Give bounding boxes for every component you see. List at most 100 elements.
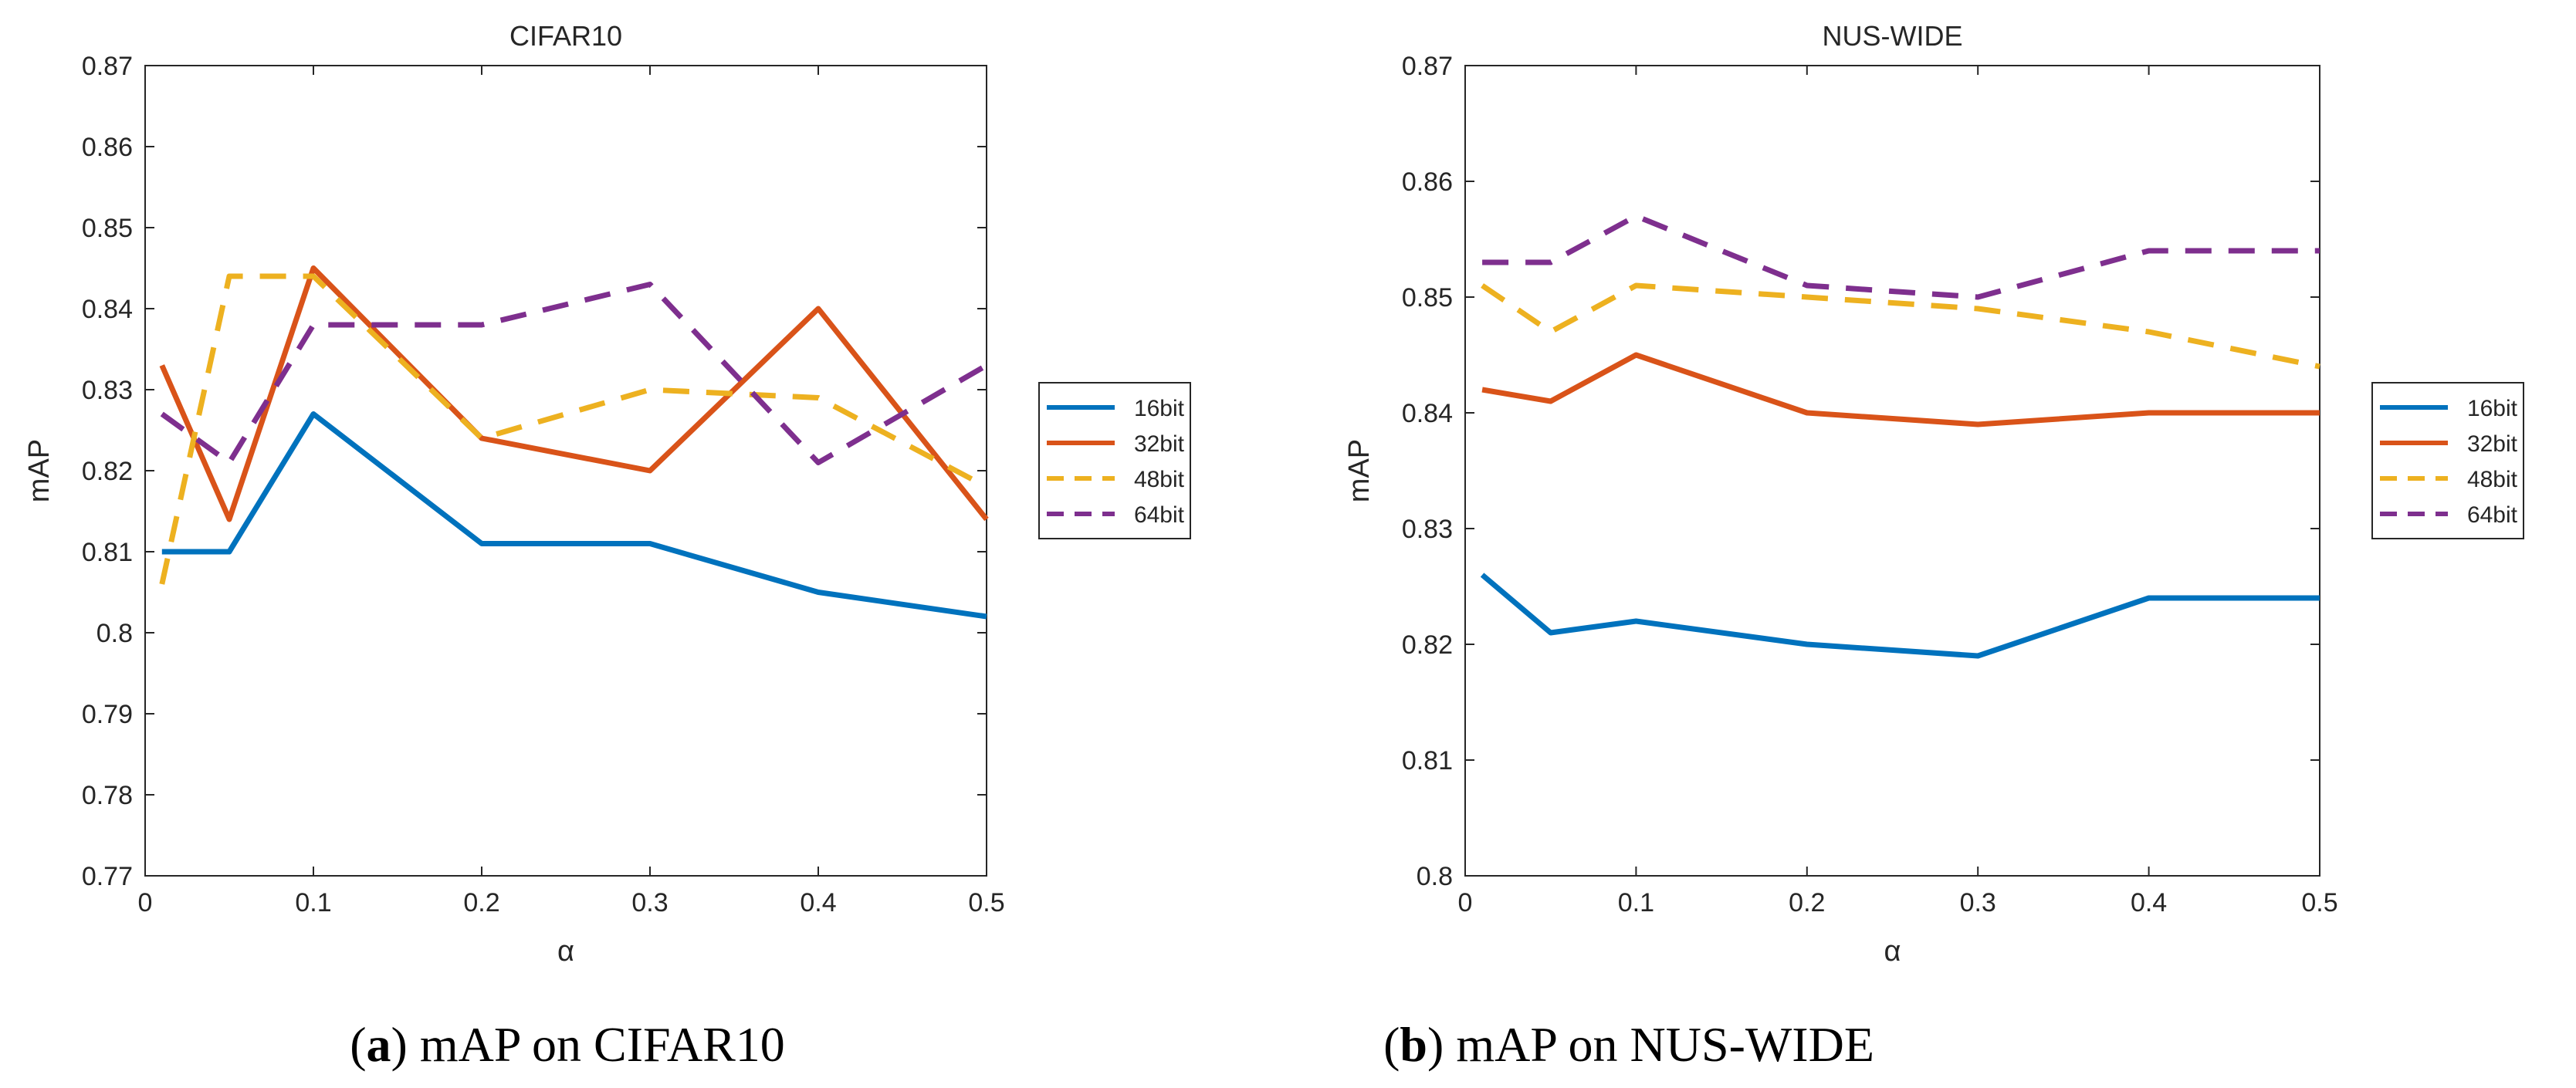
series-line-16bit bbox=[1480, 573, 2320, 659]
data-point-32bit bbox=[1975, 422, 1980, 427]
data-point-48bit bbox=[311, 274, 316, 279]
data-point-16bit bbox=[816, 590, 821, 595]
data-point-16bit bbox=[648, 542, 652, 546]
y-tick-label: 0.87 bbox=[82, 52, 133, 81]
x-tick-label: 0.1 bbox=[1618, 888, 1654, 917]
y-tick-label: 0.87 bbox=[1402, 52, 1453, 81]
data-point-48bit bbox=[1480, 283, 1484, 288]
x-tick-label: 0.4 bbox=[2131, 888, 2167, 917]
x-tick-label: 0.5 bbox=[968, 888, 1004, 917]
caption-label: a bbox=[367, 1017, 391, 1072]
y-axis-label: mAP bbox=[23, 439, 56, 502]
legend: 16bit 32bit 48bit 64bit bbox=[2371, 382, 2524, 539]
data-point-64bit bbox=[1549, 260, 1553, 265]
data-point-32bit bbox=[1805, 411, 1809, 415]
data-point-64bit bbox=[2147, 248, 2151, 253]
data-point-16bit bbox=[984, 614, 989, 619]
figure-caption: (b) mAP on NUS-WIDE bbox=[1383, 1017, 1874, 1072]
data-point-64bit bbox=[984, 363, 989, 368]
data-point-48bit bbox=[1633, 283, 1638, 288]
data-point-16bit bbox=[1480, 573, 1484, 577]
series-line-32bit bbox=[1481, 352, 2320, 427]
y-tick-label: 0.78 bbox=[82, 781, 133, 810]
data-point-32bit bbox=[1480, 387, 1484, 392]
x-axis-label: α bbox=[1884, 935, 1901, 968]
legend-label: 32bit bbox=[1134, 431, 1185, 457]
series-line-64bit bbox=[1482, 213, 2320, 300]
chart-1: CIFAR10 0 0.1 0.2 0.3 0.4 0.5 0.77 0.78 0.79 0.8 0.… bbox=[23, 20, 1191, 1072]
series-line-32bit bbox=[159, 265, 989, 522]
data-point-32bit bbox=[2147, 411, 2151, 415]
y-tick-label: 0.81 bbox=[1402, 746, 1453, 775]
data-point-48bit bbox=[160, 582, 164, 586]
data-point-16bit bbox=[1975, 654, 1980, 658]
data-point-32bit bbox=[648, 468, 652, 473]
data-point-32bit bbox=[1549, 399, 1553, 404]
chart-2: NUS-WIDE 0 0.1 0.2 0.3 0.4 0.5 0.8 0.81 0.82 0.83 0… bbox=[1343, 20, 2524, 1072]
data-point-32bit bbox=[311, 266, 316, 271]
data-point-64bit bbox=[479, 323, 484, 327]
y-axis-label: mAP bbox=[1343, 439, 1376, 502]
data-point-16bit bbox=[1549, 630, 1553, 635]
data-point-48bit bbox=[984, 485, 989, 489]
data-point-48bit bbox=[479, 436, 484, 441]
data-point-32bit bbox=[160, 363, 164, 368]
x-tick-label: 0.3 bbox=[631, 888, 668, 917]
caption-text: mAP on NUS-WIDE bbox=[1456, 1017, 1874, 1072]
x-tick-label: 0.2 bbox=[1789, 888, 1825, 917]
series-line-48bit bbox=[159, 273, 988, 585]
caption-text: mAP on CIFAR10 bbox=[420, 1017, 785, 1072]
data-point-64bit bbox=[1633, 214, 1638, 218]
legend-label: 48bit bbox=[1134, 467, 1185, 492]
data-point-16bit bbox=[479, 542, 484, 546]
plot-area bbox=[1464, 65, 2320, 877]
legend: 16bit 32bit 48bit 64bit bbox=[1038, 382, 1191, 539]
data-point-48bit bbox=[1975, 306, 1980, 311]
data-point-48bit bbox=[648, 387, 652, 392]
series-line-48bit bbox=[1481, 282, 2320, 370]
legend-label: 32bit bbox=[2467, 431, 2518, 457]
legend-label: 48bit bbox=[2467, 467, 2518, 492]
data-point-32bit bbox=[227, 517, 232, 522]
x-axis-label: α bbox=[557, 935, 574, 968]
y-tick-label: 0.85 bbox=[1402, 283, 1453, 313]
data-point-16bit bbox=[311, 412, 316, 417]
y-tick-label: 0.77 bbox=[82, 862, 133, 891]
legend-label: 64bit bbox=[2467, 502, 2518, 528]
data-point-64bit bbox=[311, 323, 316, 327]
y-tick-label: 0.84 bbox=[82, 295, 133, 324]
data-point-16bit bbox=[160, 549, 164, 554]
x-tick-label: 0 bbox=[1458, 888, 1473, 917]
x-tick-label: 0.1 bbox=[295, 888, 331, 917]
data-point-48bit bbox=[816, 396, 821, 400]
data-point-48bit bbox=[227, 274, 232, 279]
legend-label: 16bit bbox=[1134, 396, 1185, 421]
chart-title: CIFAR10 bbox=[509, 20, 622, 52]
data-point-16bit bbox=[1633, 619, 1638, 623]
data-point-48bit bbox=[2147, 329, 2151, 334]
data-point-64bit bbox=[816, 461, 821, 465]
x-tick-label: 0.4 bbox=[800, 888, 836, 917]
series-line-64bit bbox=[160, 282, 988, 465]
x-tick-label: 0 bbox=[138, 888, 153, 917]
data-point-48bit bbox=[1549, 329, 1553, 334]
caption-label: b bbox=[1400, 1017, 1427, 1072]
x-tick-label: 0.3 bbox=[1960, 888, 1996, 917]
data-point-64bit bbox=[160, 412, 164, 417]
data-point-16bit bbox=[227, 549, 232, 554]
data-point-64bit bbox=[227, 461, 232, 465]
y-tick-label: 0.86 bbox=[1402, 167, 1453, 197]
data-point-48bit bbox=[2317, 364, 2322, 369]
y-tick-label: 0.79 bbox=[82, 700, 133, 729]
x-tick-label: 0.2 bbox=[463, 888, 499, 917]
data-point-16bit bbox=[2317, 596, 2322, 600]
data-point-32bit bbox=[984, 517, 989, 522]
data-point-64bit bbox=[1805, 283, 1809, 288]
y-tick-label: 0.8 bbox=[96, 619, 133, 648]
data-point-16bit bbox=[1805, 642, 1809, 647]
y-tick-label: 0.84 bbox=[1402, 399, 1453, 428]
data-point-64bit bbox=[1480, 260, 1484, 265]
chart-title: NUS-WIDE bbox=[1823, 20, 1963, 52]
y-tick-label: 0.81 bbox=[82, 538, 133, 567]
